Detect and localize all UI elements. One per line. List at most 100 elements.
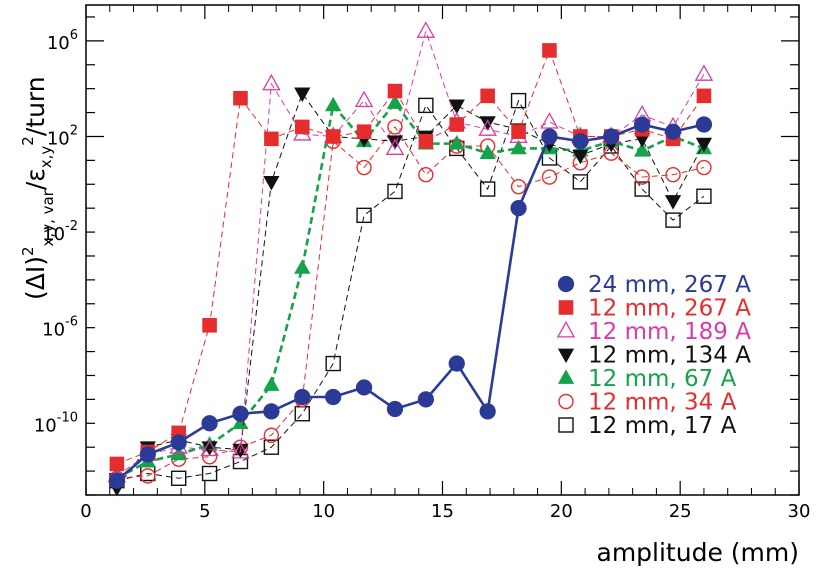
data-point (448, 99, 465, 115)
data-point (603, 128, 620, 145)
data-point (695, 116, 713, 133)
data-point (511, 124, 526, 139)
data-point (294, 87, 311, 103)
data-point (479, 181, 496, 197)
data-point (386, 400, 404, 418)
data-point (558, 417, 574, 433)
legend-label: 12 mm, 34 A (588, 390, 737, 416)
data-point (634, 181, 650, 197)
data-point (510, 139, 527, 155)
data-point (387, 183, 403, 200)
x-tick-label: 10 (312, 501, 335, 522)
data-point (479, 144, 496, 160)
legend-item: 24 mm, 267 A (557, 272, 751, 298)
data-point (634, 132, 651, 148)
legend-label: 12 mm, 267 A (588, 296, 751, 322)
y-tick-label: 10-2 (42, 219, 78, 245)
legend-label: 12 mm, 189 A (588, 319, 751, 345)
data-point (140, 468, 156, 484)
data-point (201, 415, 218, 432)
legend-label: 12 mm, 134 A (588, 343, 751, 369)
data-point (572, 133, 589, 150)
legend-label: 12 mm, 17 A (588, 413, 737, 439)
data-point (418, 97, 434, 114)
data-point (696, 88, 712, 104)
data-point (356, 159, 372, 176)
data-point (479, 116, 496, 131)
y-tick-label: 10-10 (34, 410, 78, 436)
legend-item: 12 mm, 67 A (557, 366, 737, 392)
data-point (263, 439, 280, 455)
data-point (325, 355, 341, 372)
data-point (541, 169, 558, 185)
legend-item: 12 mm, 267 A (558, 296, 751, 322)
data-point (664, 123, 682, 140)
data-point (231, 441, 250, 459)
series-12-mm-34-a (109, 119, 712, 486)
data-point (557, 275, 575, 293)
data-point (478, 119, 497, 136)
legend-item: 12 mm, 34 A (558, 390, 737, 416)
axes: 0 5 10 15 20 25 30 106 102 10-2 10-6 10-10 (34, 4, 811, 522)
data-point (448, 355, 465, 372)
data-point (634, 142, 651, 157)
data-point (572, 149, 589, 165)
data-point (201, 441, 218, 456)
data-point (542, 43, 557, 58)
legend-item: 12 mm, 134 A (557, 343, 751, 369)
data-point (109, 456, 125, 472)
data-point (170, 470, 187, 486)
x-tick-label: 0 (80, 501, 91, 522)
data-point (325, 96, 342, 112)
data-point (263, 376, 280, 391)
legend-item: 12 mm, 189 A (556, 319, 751, 345)
data-point (558, 300, 574, 315)
data-point (510, 200, 527, 217)
data-point (557, 348, 575, 364)
data-point (108, 472, 126, 489)
data-point (387, 83, 403, 99)
data-point (385, 138, 405, 155)
legend-label: 24 mm, 267 A (588, 272, 751, 298)
data-point (263, 175, 280, 191)
y-axis-label: (ΔI)2x,y, var/εx,y2/turn (19, 76, 57, 300)
data-point (262, 73, 281, 91)
data-point (479, 403, 496, 420)
series-layer (107, 21, 714, 497)
x-tick-label: 15 (431, 501, 454, 522)
data-point (354, 90, 374, 108)
data-point (540, 112, 559, 129)
data-point (572, 174, 589, 190)
data-point (510, 178, 527, 195)
y-tick-label: 10-6 (42, 315, 78, 341)
data-point (387, 119, 403, 135)
data-point (386, 94, 404, 109)
legend: 24 mm, 267 A12 mm, 267 A12 mm, 189 A12 m… (556, 272, 751, 439)
data-point (558, 393, 574, 410)
x-axis-label: amplitude (mm) (597, 538, 800, 567)
x-tick-label: 30 (788, 501, 811, 522)
data-point (233, 90, 248, 106)
data-point (356, 124, 372, 139)
data-point (325, 388, 342, 406)
data-point (664, 195, 682, 210)
data-point (694, 64, 714, 81)
y-tick-label: 106 (47, 28, 78, 54)
data-point (170, 434, 187, 451)
data-point (665, 167, 681, 183)
data-point (386, 135, 404, 150)
data-point (232, 405, 249, 422)
data-point (232, 414, 249, 430)
data-point (416, 21, 436, 38)
data-point (418, 167, 434, 183)
data-point (325, 129, 341, 144)
data-point (201, 465, 218, 482)
series-line (116, 99, 705, 482)
data-point (510, 92, 527, 109)
legend-item: 12 mm, 17 A (558, 413, 737, 439)
data-point (200, 439, 219, 457)
x-tick-label: 25 (669, 501, 692, 522)
data-point (263, 427, 280, 443)
data-point (696, 188, 712, 204)
data-point (294, 119, 310, 135)
